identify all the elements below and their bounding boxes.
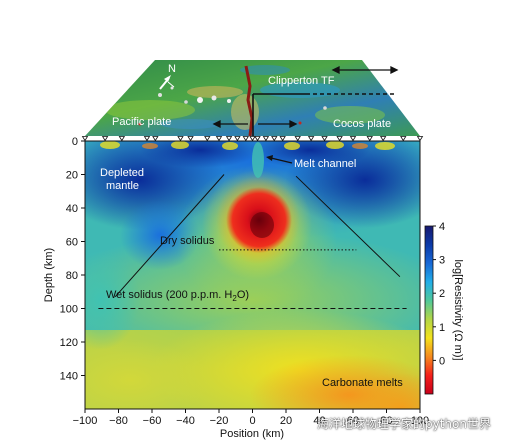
station-markers: [81, 136, 424, 142]
station-marker: [366, 136, 373, 142]
x-tick-label: 40: [313, 415, 325, 427]
station-marker: [321, 136, 328, 142]
station-marker: [416, 136, 424, 142]
colorbar-label: log[Resistivity (Ω m)]: [452, 259, 464, 360]
station-marker: [294, 136, 301, 142]
station-marker: [379, 136, 387, 142]
wechat-icon: [292, 414, 312, 431]
watermark: 海洋地球物理学家的python世界: [292, 413, 491, 433]
station-marker: [118, 136, 126, 142]
station-marker: [215, 136, 223, 142]
north-arrow-icon: [159, 75, 175, 90]
y-tick-label: 120: [60, 337, 78, 349]
station-marker: [177, 136, 184, 142]
colorbar-tick-label: 1: [439, 322, 445, 334]
flank-line: [295, 175, 401, 278]
station-marker: [262, 136, 270, 142]
feature-lines: [98, 174, 407, 310]
colorbar-tick-label: 3: [439, 255, 445, 267]
station-marker: [143, 136, 151, 142]
watermark-text: 海洋地球物理学家的python世界: [317, 416, 491, 431]
station-marker: [81, 136, 89, 142]
station-marker: [187, 136, 194, 142]
x-tick-label: 100: [411, 415, 429, 427]
station-marker: [254, 136, 261, 142]
bathymetry-map: N Clipperton TF Pacific plate Cocos plat…: [85, 60, 420, 136]
y-tick-label: 140: [60, 371, 78, 383]
x-tick-label: −100: [73, 415, 98, 427]
station-marker: [307, 136, 315, 142]
x-tick-label: −60: [143, 415, 162, 427]
station-marker: [349, 136, 357, 142]
colorbar-tick-label: 2: [439, 288, 445, 300]
wet-solidus-label: Wet solidus (200 p.p.m. H2O): [106, 289, 249, 303]
station-marker: [234, 136, 241, 142]
flank-line: [114, 174, 225, 298]
station-marker: [271, 136, 278, 142]
y-tick-label: 40: [66, 203, 78, 215]
colorbar-tick-label: 0: [439, 355, 445, 367]
station-marker: [279, 136, 286, 142]
cocos-plate-label: Cocos plate: [333, 118, 391, 130]
dry-solidus-label: Dry solidus: [160, 235, 215, 247]
y-tick-label: 20: [66, 170, 78, 182]
y-tick-label: 80: [66, 270, 78, 282]
station-marker: [204, 136, 211, 142]
x-tick-label: 60: [347, 415, 359, 427]
plate-motion-arrows: [212, 65, 399, 129]
north-label: N: [168, 63, 176, 75]
station-marker: [225, 136, 233, 142]
y-tick-label: 0: [72, 136, 78, 148]
x-axis-label: Position (km): [220, 428, 284, 440]
station-marker: [336, 136, 343, 142]
y-tick-label: 60: [66, 237, 78, 249]
pacific-plate-label: Pacific plate: [112, 116, 171, 128]
melt-channel-arrow-icon: [266, 155, 293, 164]
colorbar-bar: [424, 225, 434, 395]
melt-channel-label: Melt channel: [294, 158, 356, 170]
colorbar-tick-label: 4: [439, 221, 445, 233]
map-texture: [105, 65, 385, 136]
clipperton-label: Clipperton TF: [268, 75, 335, 87]
station-marker: [400, 136, 407, 142]
x-tick-label: −40: [176, 415, 195, 427]
y-axis-label: Depth (km): [43, 248, 55, 302]
depleted-mantle-label-line2: mantle: [106, 180, 139, 192]
x-tick-label: 80: [380, 415, 392, 427]
x-tick-label: −80: [109, 415, 128, 427]
x-tick-label: 20: [280, 415, 292, 427]
station-marker: [101, 136, 109, 142]
colorbar: 0 1 2 3 4 log[Resistivity (Ω m)]: [424, 221, 464, 395]
station-marker: [242, 136, 250, 142]
x-axis: −100 −80 −60 −40 −20 0 20 40 60 80 100: [73, 409, 429, 427]
station-marker: [152, 136, 159, 142]
depleted-mantle-label-line1: Depleted: [100, 167, 144, 179]
y-axis: 0 20 40 60 80 100 120 140: [60, 136, 85, 383]
x-tick-label: 0: [249, 415, 255, 427]
y-tick-label: 100: [60, 304, 78, 316]
x-tick-label: −20: [210, 415, 229, 427]
colorbar-ticks: 0 1 2 3 4: [433, 221, 445, 367]
station-marker: [249, 136, 256, 142]
carbonate-melts-label: Carbonate melts: [322, 377, 403, 389]
